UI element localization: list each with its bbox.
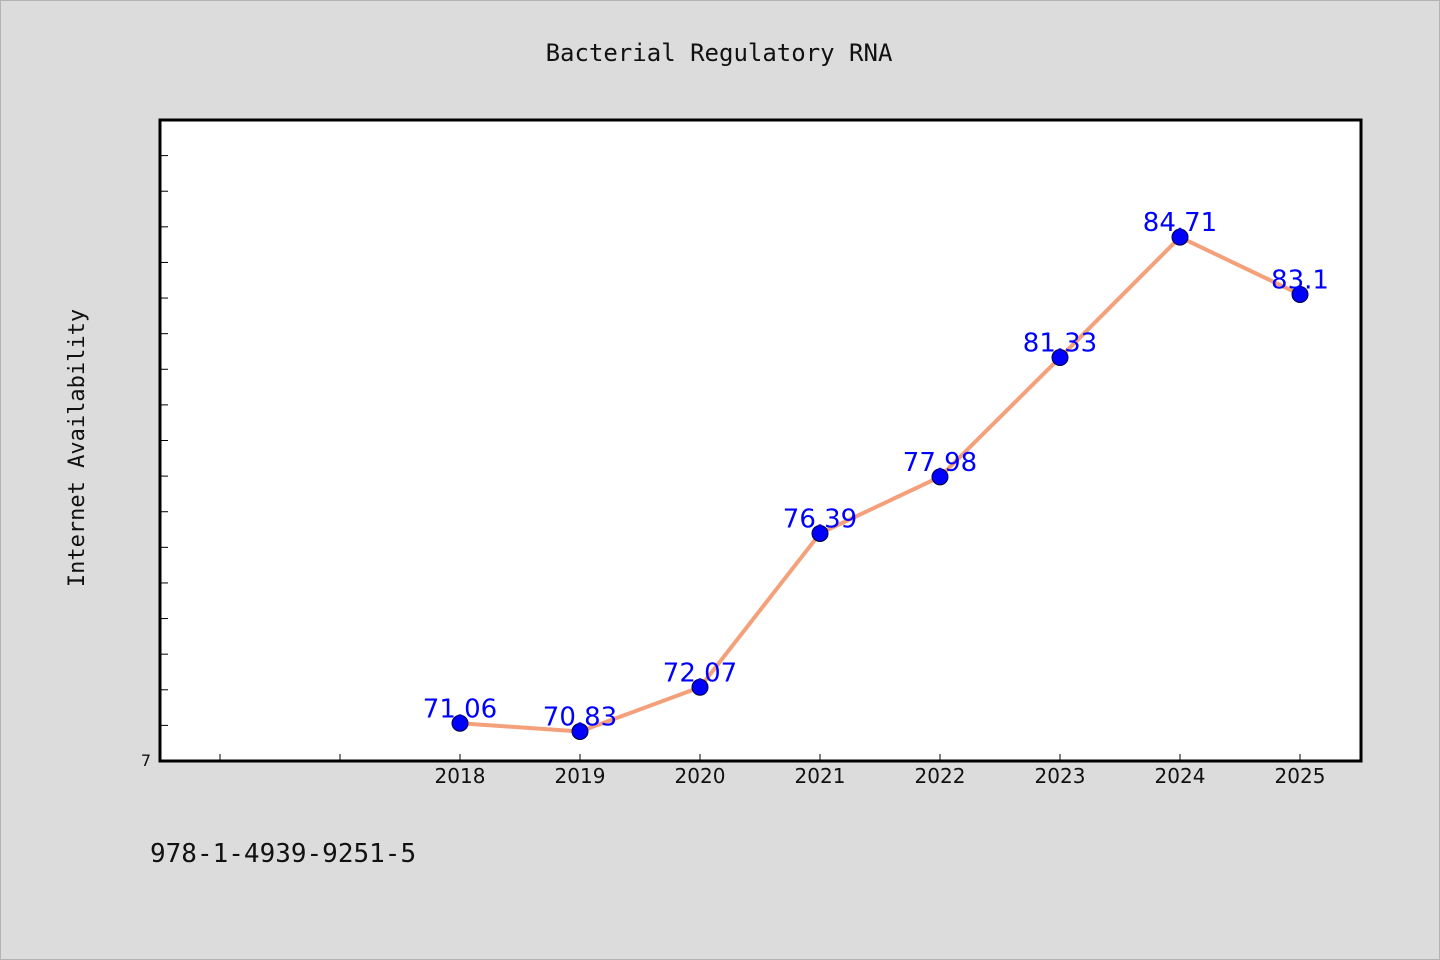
y-axis-ticks: [160, 155, 168, 726]
data-label: 83.1: [1271, 265, 1329, 295]
y-axis-label: Internet Availability: [65, 309, 90, 587]
data-label: 72.07: [663, 658, 737, 688]
data-point: [1051, 349, 1069, 367]
x-tick-label: 2025: [1275, 764, 1326, 788]
x-tick-label: 2020: [675, 764, 726, 788]
isbn-footer: 978-1-4939-9251-5: [150, 839, 416, 869]
x-tick-label: 2019: [555, 764, 606, 788]
series-line-group: [458, 235, 1302, 734]
x-tick-label: 2018: [435, 764, 486, 788]
data-point: [1291, 285, 1309, 303]
series-line: [458, 235, 1302, 734]
data-point: [451, 714, 469, 732]
x-axis-ticks: [219, 754, 1301, 761]
x-tick-label: 2023: [1035, 764, 1086, 788]
data-label: 70.83: [543, 702, 617, 732]
x-tick-label: 2021: [795, 764, 846, 788]
data-point: [811, 524, 829, 542]
data-point: [571, 722, 589, 740]
data-label: 84.71: [1143, 208, 1217, 238]
data-label: 76.39: [783, 504, 857, 534]
x-tick-label: 2024: [1155, 764, 1206, 788]
data-point: [691, 678, 709, 696]
data-labels: 71.06 70.83 72.07 76.39 77.98 81.33 84.71 83.1: [423, 208, 1329, 732]
data-label: 77.98: [903, 448, 977, 478]
x-tick-label: 2022: [915, 764, 966, 788]
chart-title: Bacterial Regulatory RNA: [546, 39, 893, 67]
x-axis-tick-labels: 2018 2019 2020 2021 2022 2023 2024 2025: [435, 764, 1326, 788]
data-point: [1171, 228, 1189, 246]
data-label: 71.06: [423, 694, 497, 724]
plot-area: [158, 118, 1363, 763]
data-label: 81.33: [1023, 329, 1097, 359]
data-markers: [451, 228, 1309, 740]
data-point: [931, 468, 949, 486]
y-tick-label: 7: [141, 751, 151, 770]
